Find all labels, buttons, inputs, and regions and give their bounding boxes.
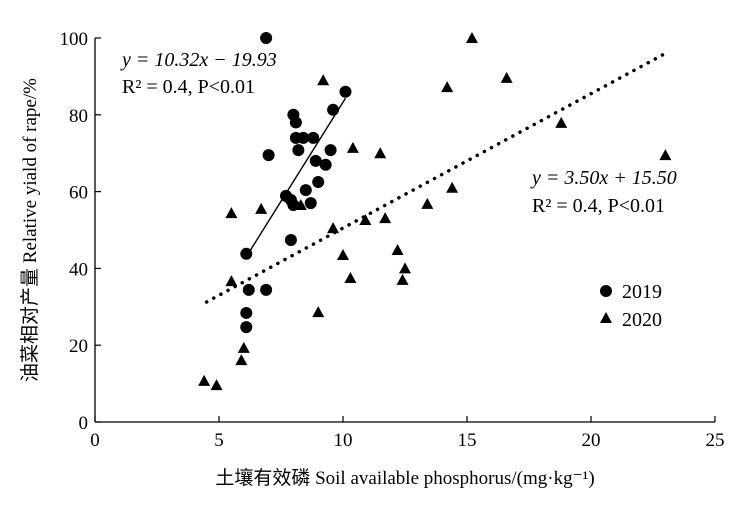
x-tick-label: 15 <box>458 430 477 451</box>
equation-2020: y = 3.50x + 15.50 <box>530 167 677 189</box>
y-tick-label: 100 <box>60 29 89 50</box>
point-2019 <box>284 233 297 246</box>
stats-2020: R² = 0.4, P<0.01 <box>532 195 665 217</box>
point-2020 <box>198 374 211 386</box>
point-2019 <box>309 154 322 167</box>
point-2019 <box>299 184 312 197</box>
point-2020 <box>391 243 404 255</box>
legend-marker-2020 <box>600 312 612 323</box>
point-2019 <box>260 283 273 296</box>
y-axis-label: 油菜相对产量 Relative yiald of rape/% <box>19 78 41 382</box>
point-2019 <box>292 144 305 157</box>
point-2020 <box>210 379 223 391</box>
legend-label-2019: 2019 <box>622 281 662 303</box>
point-2019 <box>327 103 340 116</box>
x-tick-label: 5 <box>214 430 224 451</box>
point-2019 <box>297 131 310 144</box>
point-2020 <box>317 74 330 86</box>
equation-2019: y = 10.32x − 19.93 <box>120 49 277 71</box>
point-2020 <box>446 181 459 193</box>
point-2019 <box>339 85 352 98</box>
fit-line-2019 <box>245 97 347 258</box>
y-tick-label: 0 <box>79 413 89 434</box>
point-2019 <box>324 144 337 157</box>
point-2019 <box>242 283 255 296</box>
point-2019 <box>312 176 325 188</box>
x-axis-label: 土壤有效磷 Soil available phosphorus/(mg·kg⁻¹… <box>215 467 594 489</box>
point-2020 <box>555 116 568 128</box>
point-2020 <box>255 202 268 214</box>
point-2019 <box>240 306 253 319</box>
x-tick-label: 0 <box>90 430 100 451</box>
fit-line-2020 <box>204 52 665 304</box>
point-2020 <box>441 81 454 93</box>
point-2019 <box>304 197 317 210</box>
point-2020 <box>344 272 357 283</box>
x-tick-label: 25 <box>706 430 725 451</box>
point-2019 <box>289 116 302 129</box>
point-2020 <box>374 147 387 159</box>
point-2020 <box>225 207 238 219</box>
x-tick-label: 20 <box>582 430 601 451</box>
point-2019 <box>262 149 275 162</box>
point-2019 <box>260 32 273 44</box>
legend-label-2020: 2020 <box>622 309 662 331</box>
point-2019 <box>240 321 253 334</box>
point-2020 <box>396 273 409 285</box>
point-2020 <box>500 71 513 83</box>
point-2020 <box>327 222 340 234</box>
point-2020 <box>659 149 672 161</box>
point-2020 <box>294 199 307 211</box>
y-tick-label: 20 <box>69 336 88 357</box>
point-2020 <box>399 262 411 274</box>
point-2020 <box>421 197 434 209</box>
y-tick-label: 60 <box>69 183 88 204</box>
point-2020 <box>312 306 325 318</box>
point-2020 <box>359 214 372 226</box>
point-2020 <box>235 354 248 366</box>
legend-marker-2019 <box>600 285 612 297</box>
point-2019 <box>240 247 253 260</box>
point-2020 <box>225 275 238 287</box>
point-2020 <box>379 212 392 224</box>
point-2020 <box>346 141 359 153</box>
y-tick-label: 80 <box>69 106 88 127</box>
stats-2019: R² = 0.4, P<0.01 <box>122 76 255 98</box>
y-tick-label: 40 <box>69 259 88 280</box>
point-2020 <box>465 32 478 43</box>
point-2020 <box>337 248 349 260</box>
point-2020 <box>237 341 250 353</box>
point-2019 <box>319 158 332 171</box>
x-tick-label: 10 <box>334 430 353 451</box>
point-2019 <box>307 131 320 144</box>
